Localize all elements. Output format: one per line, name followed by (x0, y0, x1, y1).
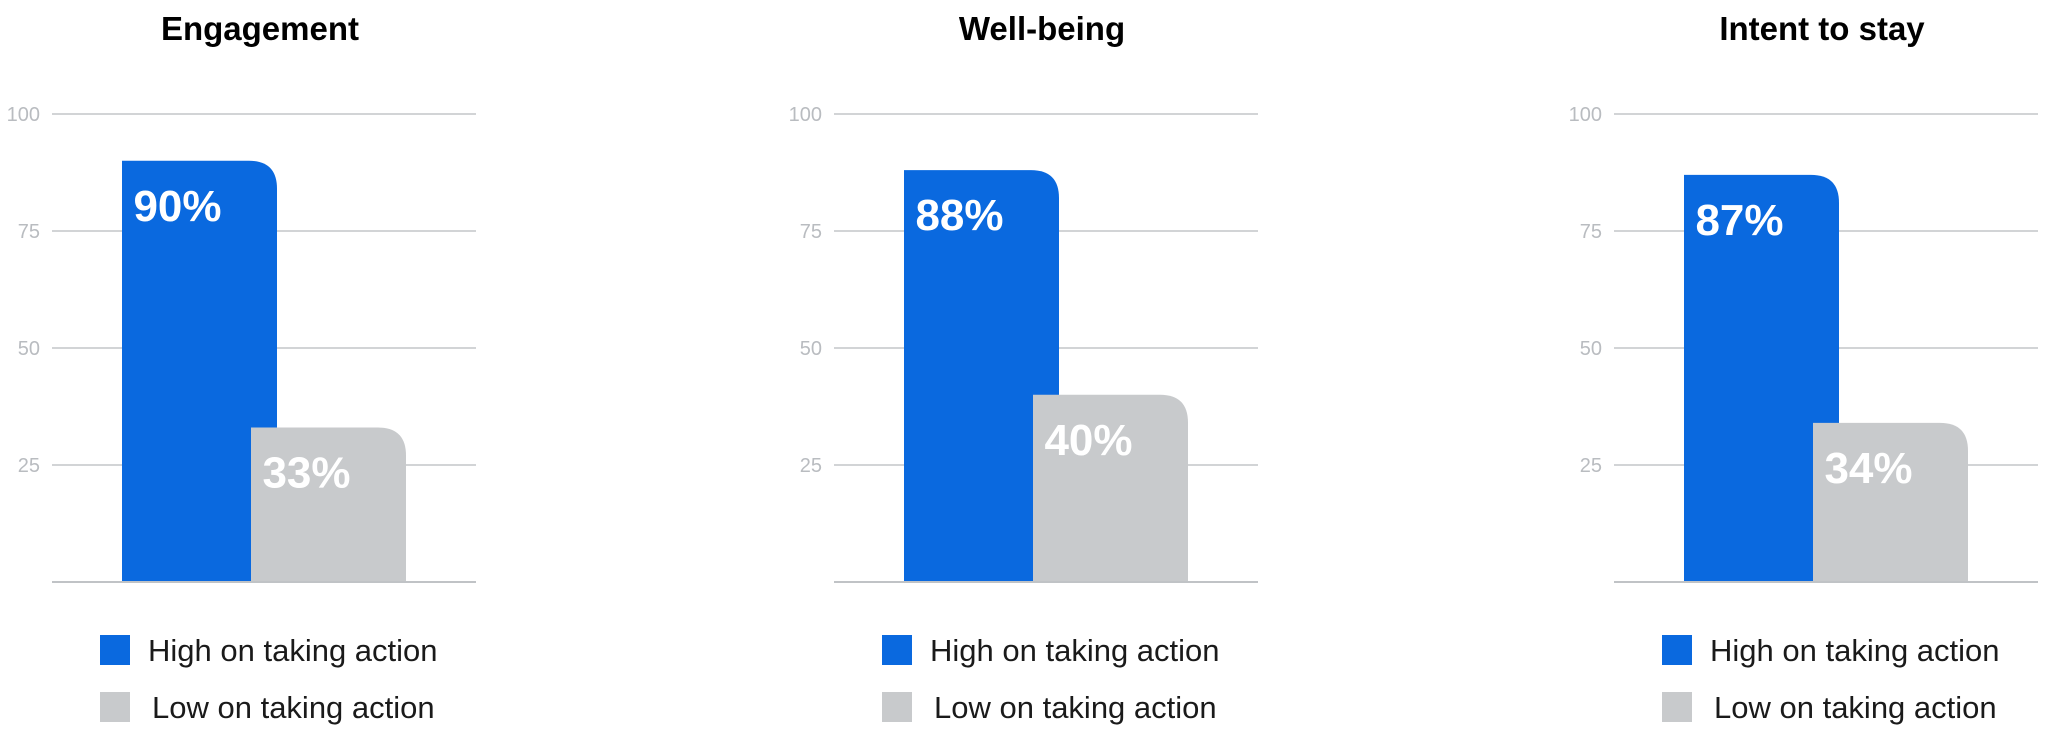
chart-title: Engagement (161, 10, 359, 47)
chart-panel: Intent to stay 25 50 75 100 87% 34% High on tak… (1569, 10, 2038, 725)
legend-label: High on taking action (1710, 633, 2000, 668)
legend-label: Low on taking action (934, 690, 1217, 725)
y-tick-label: 50 (800, 338, 822, 360)
legend-swatch-low (100, 692, 130, 722)
y-tick-label: 25 (18, 455, 40, 477)
y-tick-label: 50 (1580, 338, 1602, 360)
y-tick-label: 75 (1580, 221, 1602, 243)
y-tick-label: 100 (7, 104, 40, 126)
bar-value-label: 88% (915, 191, 1003, 240)
chart-title: Well-being (959, 10, 1125, 47)
legend-swatch-low (1662, 692, 1692, 722)
y-tick-label: 100 (789, 104, 822, 126)
bar-value-label: 87% (1695, 196, 1783, 245)
y-tick-label: 75 (18, 221, 40, 243)
chart-title: Intent to stay (1719, 10, 1925, 47)
chart-panel: Engagement 25 50 75 100 90% 33% High on taking … (7, 10, 476, 725)
bar-low (1813, 422, 1968, 582)
legend-label: Low on taking action (152, 690, 435, 725)
bar-high (904, 170, 1059, 582)
legend-swatch-high (882, 635, 912, 665)
y-tick-label: 50 (18, 338, 40, 360)
y-tick-label: 25 (1580, 455, 1602, 477)
bar-value-label: 33% (262, 449, 350, 498)
bar-high (1684, 174, 1839, 582)
y-tick-label: 75 (800, 221, 822, 243)
bar-low (251, 427, 406, 582)
legend-swatch-low (882, 692, 912, 722)
chart-panel: Well-being 25 50 75 100 88% 40% High on taking … (789, 10, 1258, 725)
legend-swatch-high (100, 635, 130, 665)
legend-label: High on taking action (148, 633, 438, 668)
bar-low (1033, 394, 1188, 582)
bar-high (122, 160, 277, 583)
bar-value-label: 90% (133, 182, 221, 231)
y-tick-label: 100 (1569, 104, 1602, 126)
bar-value-label: 40% (1044, 416, 1132, 465)
legend-label: Low on taking action (1714, 690, 1997, 725)
y-tick-label: 25 (800, 455, 822, 477)
legend-label: High on taking action (930, 633, 1220, 668)
bar-value-label: 34% (1824, 444, 1912, 493)
legend-swatch-high (1662, 635, 1692, 665)
